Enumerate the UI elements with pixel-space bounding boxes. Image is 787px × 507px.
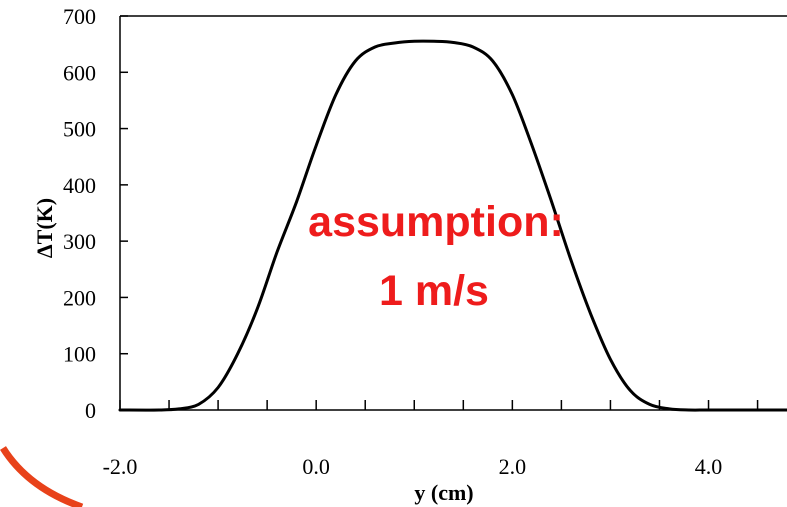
x-axis-title: y (cm) [414, 480, 473, 505]
decorative-red-arc [0, 446, 84, 507]
y-tick-label: 0 [85, 398, 96, 423]
y-axis-title: ΔT(K) [32, 198, 57, 258]
y-tick-label: 600 [63, 60, 96, 85]
x-tick-label: 4.0 [695, 454, 723, 479]
y-tick-label: 200 [63, 285, 96, 310]
y-tick-label: 400 [63, 173, 96, 198]
y-tick-label: 500 [63, 117, 96, 142]
annotation-line-2: 1 m/s [379, 267, 489, 315]
series-line [118, 39, 787, 412]
x-ticks: -2.0 0.0 2.0 4.0 [103, 400, 759, 479]
y-ticks: 0 100 200 300 400 500 600 700 [63, 4, 128, 423]
y-tick-label: 700 [63, 4, 96, 29]
annotation-line-1: assumption: [308, 198, 564, 246]
y-tick-label: 100 [63, 342, 96, 367]
x-tick-label: 0.0 [302, 454, 330, 479]
x-tick-label: 2.0 [499, 454, 527, 479]
y-tick-label: 300 [63, 229, 96, 254]
x-tick-label: -2.0 [103, 454, 138, 479]
